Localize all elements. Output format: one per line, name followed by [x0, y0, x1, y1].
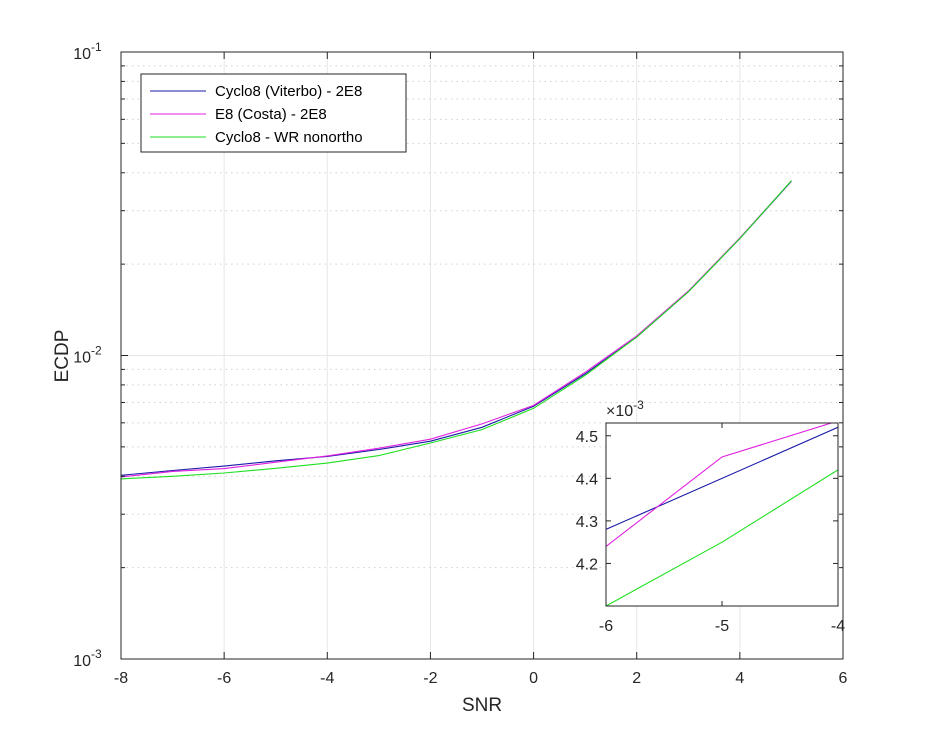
x-tick-label: -8 — [114, 670, 128, 687]
inset-series-lines — [606, 423, 838, 606]
inset-series-line-0 — [606, 426, 838, 530]
inset-series-line-1 — [606, 423, 834, 547]
x-tick-label: -4 — [320, 670, 334, 687]
x-tick-label: -6 — [217, 670, 231, 687]
series-line-1 — [120, 180, 792, 478]
x-tick-label: 2 — [632, 670, 641, 687]
x-axis-label: SNR — [462, 695, 502, 716]
inset-x-tick-label: -6 — [599, 618, 613, 635]
inset-x-tick-label: -5 — [715, 618, 729, 635]
x-tick-label: -2 — [423, 670, 437, 687]
main-ticks: -8 -6 -4 -2 0 2 4 610-310-210-1 — [73, 40, 847, 687]
x-tick-label: 4 — [735, 670, 744, 687]
legend-label-e8-costa: E8 (Costa) - 2E8 — [215, 106, 327, 123]
inset-series-line-2 — [606, 469, 838, 606]
inset-y-multiplier: ×10-3 — [606, 398, 644, 420]
inset-y-tick-label: 4.2 — [576, 556, 598, 573]
inset-x-tick-label: -4 — [831, 618, 845, 635]
series-line-2 — [120, 180, 792, 480]
inset-ticks: -6 -5 -4 4.2 4.3 4.4 4.5 — [576, 423, 845, 635]
x-tick-label: 0 — [529, 670, 538, 687]
legend: Cyclo8 (Viterbo) - 2E8 E8 (Costa) - 2E8 … — [140, 73, 407, 153]
legend-label-cyclo8-wr-nonortho: Cyclo8 - WR nonortho — [215, 129, 363, 146]
inset-y-tick-label: 4.5 — [576, 429, 598, 446]
main-series-lines — [120, 180, 792, 480]
inset-axes: -6 -5 -4 4.2 4.3 4.4 4.5 ×10-3 — [576, 398, 845, 635]
inset-y-tick-label: 4.4 — [576, 471, 598, 488]
inset-y-tick-label: 4.3 — [576, 514, 598, 531]
legend-label-cyclo8-viterbo: Cyclo8 (Viterbo) - 2E8 — [215, 83, 362, 100]
y-axis-label: ECDP — [52, 330, 73, 383]
x-tick-label: 6 — [839, 670, 848, 687]
